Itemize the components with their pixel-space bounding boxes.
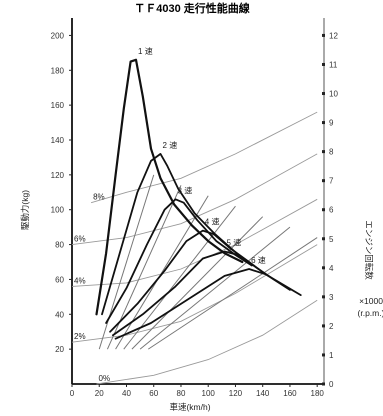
right-tick-mark xyxy=(322,33,325,37)
y-axis-label: 駆動力(kg) xyxy=(20,190,30,230)
x-tick-label: 100 xyxy=(202,389,216,398)
x-tick-label: 60 xyxy=(149,389,158,398)
right-tick-label: 2 xyxy=(329,322,334,331)
speed-ray xyxy=(131,216,264,350)
chart-title: ＴＦ4030 走行性能曲線 xyxy=(134,1,250,15)
load-label-3: 4% xyxy=(74,276,86,285)
load-label-1: 0% xyxy=(99,374,111,383)
right-tick-label: 12 xyxy=(329,31,338,40)
y-tick-label: 140 xyxy=(51,136,65,145)
right-tick-mark xyxy=(322,295,325,299)
right-tick-label: 7 xyxy=(329,177,334,186)
x-tick-label: 40 xyxy=(122,389,131,398)
right-tick-label: 11 xyxy=(329,60,338,69)
right-tick-mark xyxy=(322,266,325,270)
right-tick-label: 5 xyxy=(329,235,334,244)
load-line-2pct xyxy=(71,244,318,343)
y-tick-label: 180 xyxy=(51,66,65,75)
load-label-5: 8% xyxy=(93,193,105,202)
gear-label-5: 5 速 xyxy=(227,239,242,248)
gear-label-1: 1 速 xyxy=(138,47,153,56)
right-tick-label: 4 xyxy=(329,264,334,273)
gradient-load-lines xyxy=(71,111,318,385)
x-tick-label: 0 xyxy=(70,389,75,398)
speed-ray xyxy=(123,205,236,350)
right-tick-label: 6 xyxy=(329,206,334,215)
gear-label-4: 4 速 xyxy=(205,218,220,227)
right-tick-label: 8 xyxy=(329,148,334,157)
right-tick-mark xyxy=(322,324,325,328)
right-tick-label: 0 xyxy=(329,380,334,389)
y-tick-label: 40 xyxy=(55,310,64,319)
right-tick-mark xyxy=(322,179,325,183)
gear-curve-2 xyxy=(101,153,248,316)
right-tick-mark xyxy=(322,208,325,212)
load-line-4pct xyxy=(71,198,318,287)
y-tick-label: 120 xyxy=(51,171,65,180)
speed-ray xyxy=(98,174,155,350)
x-tick-label: 160 xyxy=(283,389,297,398)
right-tick-mark xyxy=(322,62,325,66)
y-tick-label: 160 xyxy=(51,101,65,110)
right-tick-mark xyxy=(322,150,325,154)
curve-labels: 1 速 2 速 3 速 4 速 5 速 6 速 0% 2% 4% 6% 8% xyxy=(74,47,266,383)
right-axis-multiplier: ×1000 xyxy=(359,296,383,306)
speed-ray xyxy=(148,237,318,350)
x-tick-label: 140 xyxy=(256,389,270,398)
load-line-0pct xyxy=(96,299,318,385)
y-tick-label: 80 xyxy=(55,241,64,250)
load-label-4: 6% xyxy=(74,235,86,244)
gear-curve-3 xyxy=(105,198,253,324)
gear-curve-6 xyxy=(114,268,302,340)
x-tick-label: 80 xyxy=(177,389,186,398)
right-tick-label: 10 xyxy=(329,90,338,99)
right-tick-label: 1 xyxy=(329,351,334,360)
x-tick-label: 180 xyxy=(311,389,325,398)
right-axis-unit: (r.p.m.) xyxy=(358,308,383,318)
y-tick-label: 20 xyxy=(55,345,64,354)
gear-curves xyxy=(95,58,302,340)
right-axis-label: エンジン回転数 xyxy=(364,220,374,280)
gear-label-3: 3 速 xyxy=(178,186,193,195)
gear-label-6: 6 速 xyxy=(251,256,266,265)
y-tick-label: 100 xyxy=(51,206,65,215)
right-tick-mark xyxy=(322,237,325,241)
load-line-8pct xyxy=(90,111,318,204)
speed-ray xyxy=(139,226,291,350)
y-ticks: 20 40 60 80 100 120 140 160 180 200 xyxy=(51,31,72,354)
x-axis-label: 車速(km/h) xyxy=(169,402,210,412)
right-tick-mark xyxy=(322,353,325,357)
x-tick-label: 120 xyxy=(229,389,243,398)
y-tick-label: 200 xyxy=(51,31,65,40)
y-tick-label: 60 xyxy=(55,275,64,284)
right-axis-label-group: エンジン回転数 ×1000 (r.p.m.) xyxy=(358,220,383,318)
x-ticks: 0 20 40 60 80 100 120 140 160 180 xyxy=(70,384,325,398)
right-tick-label: 9 xyxy=(329,119,334,128)
right-tick-mark xyxy=(322,92,325,96)
gear-label-2: 2 速 xyxy=(163,141,178,150)
load-label-2: 2% xyxy=(74,332,86,341)
right-tick-mark xyxy=(322,121,325,125)
right-tick-mark xyxy=(322,382,325,386)
gear-curve-1 xyxy=(95,58,244,316)
x-tick-label: 20 xyxy=(95,389,104,398)
right-tick-label: 3 xyxy=(329,293,334,302)
